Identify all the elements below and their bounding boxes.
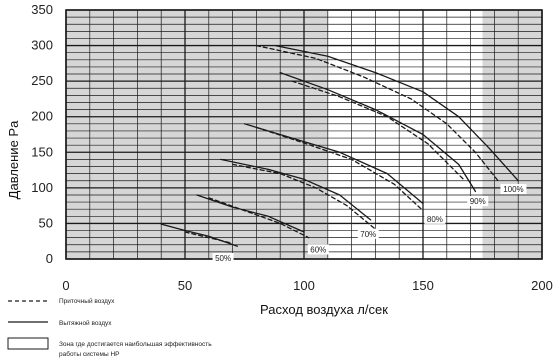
legend: Приточный воздух Вытяжной воздух Зона гд… <box>7 297 212 358</box>
supply-curve-70pct <box>231 163 377 230</box>
shaded-zone-1 <box>482 10 542 259</box>
y-tick-label: 300 <box>31 38 53 53</box>
percent-label-bg <box>424 213 446 224</box>
percent-label-90pct: 90% <box>470 197 486 206</box>
percent-label-100pct: 100% <box>503 185 523 194</box>
percent-labels: 50% 60% 70% 80% 90% 100% <box>212 183 527 263</box>
x-axis-label: Расход воздуха л/сек <box>260 302 388 317</box>
percent-label-bg <box>500 183 527 194</box>
grid <box>65 9 543 260</box>
y-tick-label: 0 <box>46 251 53 266</box>
x-tick-label: 50 <box>178 278 192 293</box>
legend-supply-label: Приточный воздух <box>59 297 115 305</box>
y-tick-label: 100 <box>31 180 53 195</box>
shaded-zone-0 <box>66 10 328 259</box>
x-tick-label: 150 <box>412 278 434 293</box>
legend-zone-label-line2: работы системы НР <box>59 350 120 358</box>
exhaust-curve-90pct <box>279 71 477 193</box>
y-tick-label: 150 <box>31 144 53 159</box>
percent-label-bg <box>357 228 379 239</box>
percent-label-70pct: 70% <box>360 230 376 239</box>
supply-curve-80pct <box>255 126 424 212</box>
legend-zone-swatch <box>7 337 49 350</box>
x-tick-label: 200 <box>531 278 553 293</box>
exhaust-curve-60pct <box>196 194 305 233</box>
plot-frame <box>65 9 543 260</box>
percent-label-bg <box>467 196 489 207</box>
percent-label-bg <box>307 244 329 255</box>
y-tick-label: 50 <box>39 215 53 230</box>
percent-label-bg <box>212 253 234 263</box>
supply-curve-50pct <box>184 231 234 244</box>
y-axis-label: Давление Pa <box>6 120 21 199</box>
percent-label-80pct: 80% <box>427 215 443 224</box>
legend-zone-label-line1: Зона где достигается наибольшая эффектив… <box>59 340 212 348</box>
supply-curve-100pct <box>255 44 500 183</box>
x-tick-label: 0 <box>62 278 69 293</box>
x-tick-label: 100 <box>293 278 315 293</box>
percent-label-50pct: 50% <box>215 254 231 263</box>
exhaust-curve-70pct <box>220 158 372 221</box>
tick-labels: 0 50 100 150 200 0 50 100 150 200 250 300 350 <box>31 2 553 293</box>
y-tick-label: 250 <box>31 73 53 88</box>
supply-curve-90pct <box>291 80 465 180</box>
percent-label-60pct: 60% <box>310 245 326 254</box>
series-group <box>160 44 519 247</box>
y-tick-label: 350 <box>31 2 53 17</box>
exhaust-curve-100pct <box>274 44 519 182</box>
y-tick-label: 200 <box>31 109 53 124</box>
supply-curve-60pct <box>208 197 310 239</box>
legend-exhaust-label: Вытяжной воздух <box>59 319 112 327</box>
